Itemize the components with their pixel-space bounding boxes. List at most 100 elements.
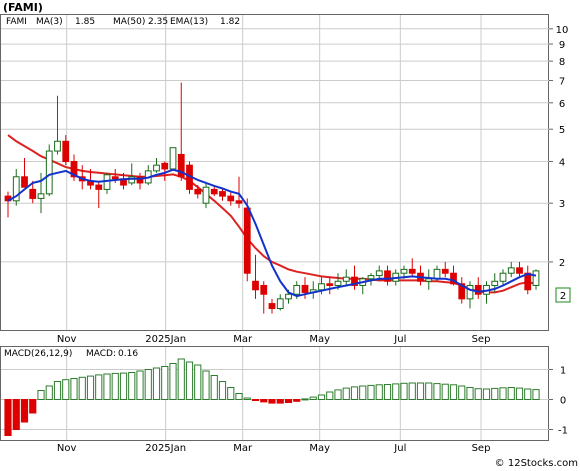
candle-body [268, 303, 276, 310]
macd-x-tick-label: Nov [57, 443, 77, 454]
candle-body [293, 284, 301, 295]
candle-body [29, 188, 37, 199]
macd-bar [375, 384, 383, 400]
price-y-tick-label: 7 [559, 76, 565, 87]
macd-bar [359, 385, 367, 400]
legend-ma50-label: MA(50) [113, 17, 145, 27]
macd-x-tick-label: Mar [233, 443, 253, 454]
candle-body [532, 270, 540, 286]
macd-value-label: MACD: [86, 349, 116, 359]
candle-body [243, 207, 251, 274]
candle-body [384, 270, 391, 282]
candle-body [318, 283, 325, 291]
macd-bar [218, 381, 227, 400]
macd-bar [103, 373, 111, 400]
macd-bar [119, 372, 128, 401]
legend-ma3-label: MA(3) [36, 17, 63, 27]
price-y-tick-label: 5 [559, 125, 565, 136]
macd-bar [383, 384, 392, 400]
candle-body [433, 268, 441, 280]
watermark: © 12Stocks.com [495, 458, 578, 469]
price-y-tick-label: 8 [559, 57, 565, 68]
candle-body [136, 176, 144, 184]
candle-body [474, 284, 482, 295]
candle-body [276, 298, 284, 310]
macd-bar [111, 372, 119, 400]
macd-y-tick-label: 1 [560, 366, 566, 377]
macd-bar [12, 399, 20, 430]
candle-body [70, 161, 78, 178]
macd-bar [499, 387, 507, 400]
macd-bar [177, 358, 185, 400]
macd-bar [449, 384, 458, 400]
macd-y-tick-label: -1 [558, 426, 568, 437]
macd-bar [392, 383, 400, 400]
price-x-tick-label: Nov [57, 334, 77, 345]
macd-bar [268, 399, 276, 404]
macd-bar [400, 382, 408, 400]
macd-bar [210, 375, 218, 400]
candle-body [441, 268, 449, 274]
price-x-tick-label: Mar [233, 334, 253, 345]
macd-bar [293, 399, 301, 402]
price-x-tick-label: Sep [472, 334, 491, 345]
macd-legend: MACD(26,12,9) MACD: 0.16 [4, 349, 138, 359]
macd-bar [342, 387, 350, 401]
price-y-tick-label: 4 [559, 158, 565, 169]
macd-bar [474, 388, 482, 401]
legend-ticker: FAMI [6, 17, 27, 27]
candle-body [285, 293, 292, 300]
legend-ema13-label: EMA(13) [170, 17, 208, 27]
macd-bar [425, 382, 433, 400]
macd-bar [235, 393, 243, 400]
macd-bar [458, 385, 466, 400]
candle-body [210, 188, 218, 195]
macd-bar [45, 385, 53, 400]
candle-body [458, 283, 466, 300]
macd-bar [95, 374, 103, 400]
candle-body [499, 272, 507, 282]
ma50-line [7, 134, 537, 294]
macd-bar [441, 383, 449, 401]
price-x-tick-label: May [309, 334, 330, 345]
macd-bar [78, 376, 86, 400]
macd-bar [326, 391, 334, 400]
candle-body [342, 276, 350, 282]
legend-ma50-value: 2.35 [148, 17, 168, 27]
candle-body [161, 162, 169, 170]
candle-body [334, 280, 342, 286]
macd-bar [532, 389, 540, 401]
candle-body [491, 280, 499, 286]
candle-body [37, 193, 45, 199]
candle-body [408, 268, 416, 274]
macd-bar [482, 388, 491, 400]
candle-body [21, 176, 28, 188]
macd-bar [416, 382, 425, 400]
candle-body [235, 200, 243, 204]
macd-bar [161, 366, 169, 400]
macd-bar [433, 383, 441, 401]
macd-label: MACD(26,12,9) [4, 349, 72, 359]
candle-body [219, 191, 226, 197]
price-badge: 2 [555, 287, 571, 303]
candle-body [62, 140, 70, 163]
legend-ema13-value: 1.82 [220, 17, 240, 27]
candle-body [450, 272, 457, 285]
macd-bar [29, 399, 37, 414]
macd-bar [367, 384, 375, 400]
macd-bar [408, 382, 416, 400]
macd-bar [62, 379, 70, 401]
macd-bar [350, 386, 359, 400]
candle-body [466, 284, 474, 300]
macd-bar [53, 381, 62, 400]
macd-bar [524, 388, 532, 400]
macd-bar [276, 399, 284, 404]
candle-body [227, 195, 235, 202]
price-badge-value: 2 [560, 291, 566, 302]
price-y-tick-label: 2 [559, 258, 565, 269]
macd-bar [202, 370, 210, 400]
macd-bar [144, 369, 152, 400]
chart-title: (FAMI) [3, 1, 43, 14]
candle-body [301, 284, 309, 293]
